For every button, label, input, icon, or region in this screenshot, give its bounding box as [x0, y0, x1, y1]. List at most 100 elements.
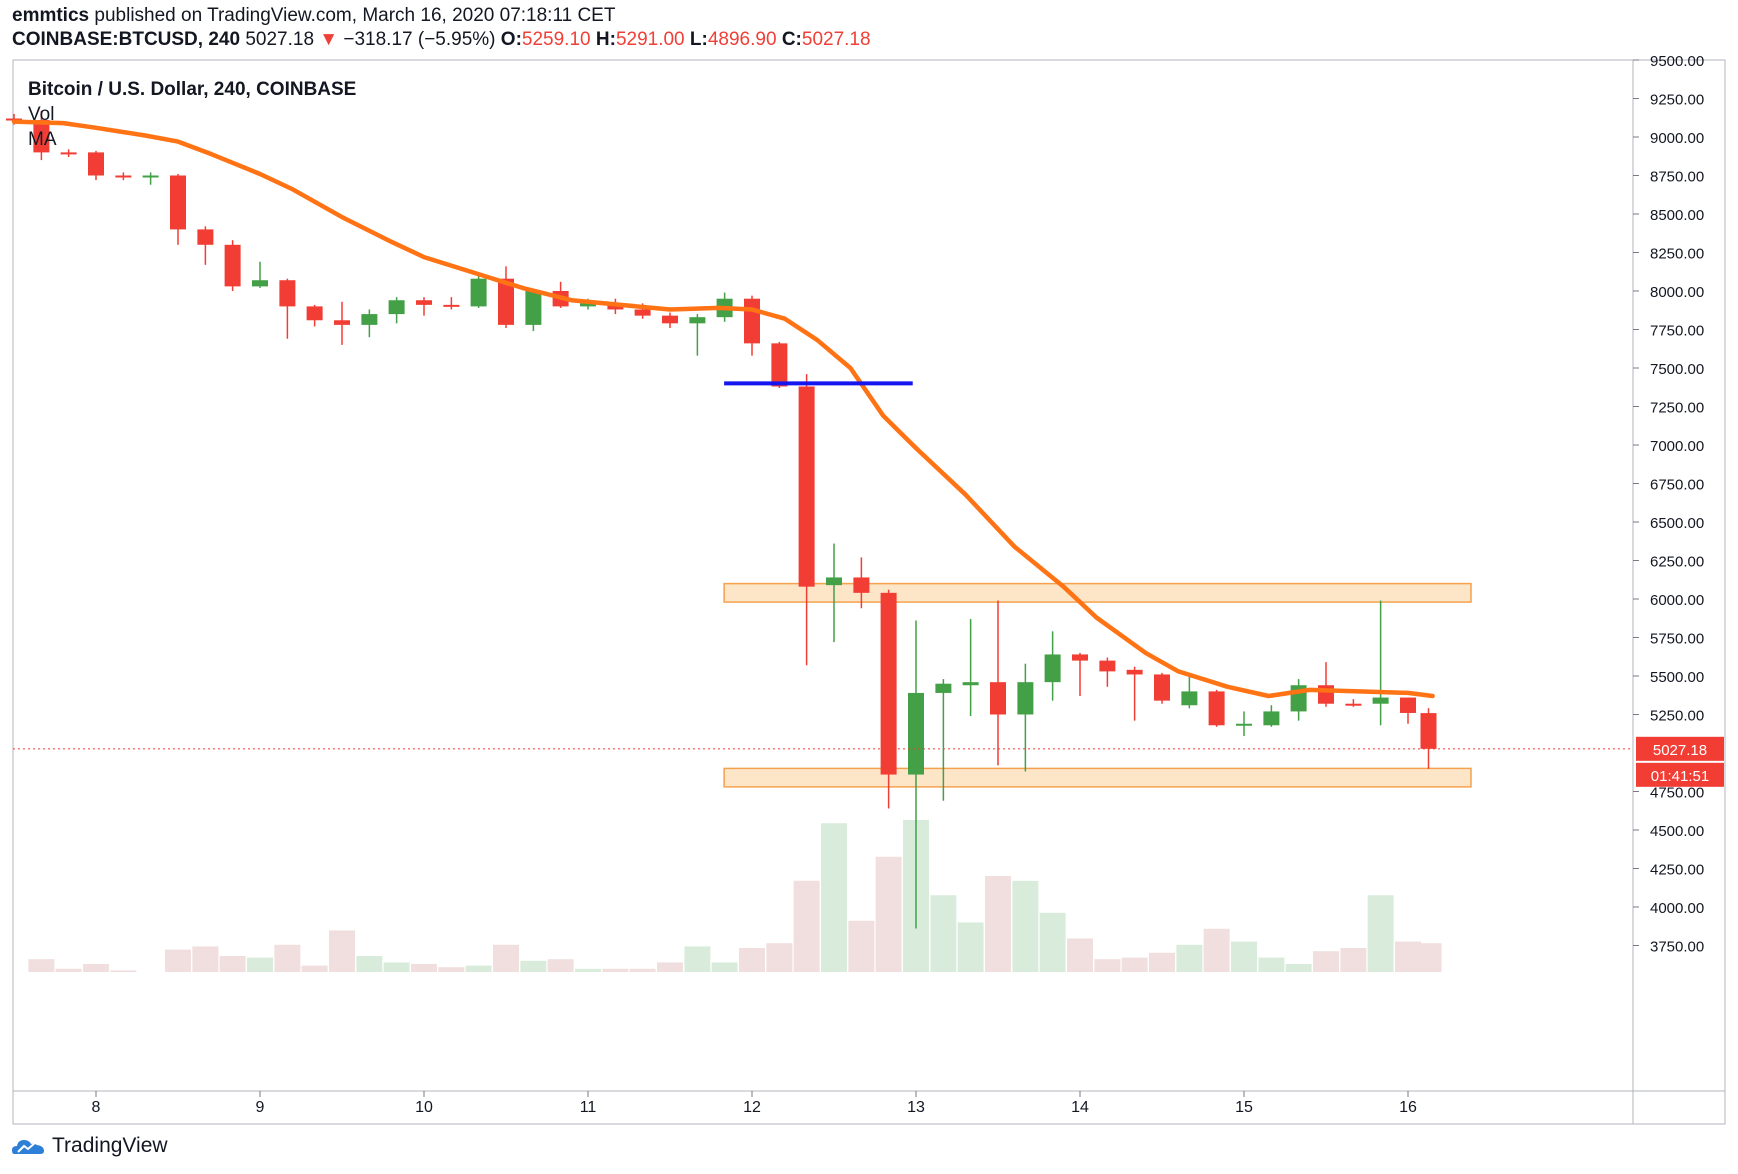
- candle[interactable]: [279, 278, 296, 339]
- candle-body: [1044, 654, 1061, 683]
- candle[interactable]: [170, 173, 186, 245]
- last-price-badge: [1636, 736, 1724, 761]
- candle[interactable]: [1236, 711, 1252, 737]
- price-axis[interactable]: 9500.00 9250.00 9000.00 8750.00 8500.00 8250.…: [1633, 53, 1704, 956]
- candle[interactable]: [1208, 689, 1225, 727]
- candle[interactable]: [1318, 662, 1334, 707]
- price-tick-label: 6500.00: [1650, 515, 1704, 532]
- symbol-label: COINBASE:BTCUSD, 240: [12, 29, 241, 50]
- candle[interactable]: [443, 297, 460, 310]
- candle[interactable]: [1017, 663, 1034, 772]
- candle[interactable]: [252, 261, 268, 288]
- candle[interactable]: [33, 110, 50, 161]
- candle[interactable]: [1072, 652, 1088, 697]
- candle[interactable]: [1290, 679, 1307, 721]
- candle[interactable]: [334, 301, 350, 345]
- legend-vol: Vol: [28, 104, 54, 125]
- price-tick-label: 4250.00: [1650, 862, 1704, 879]
- candle[interactable]: [416, 297, 432, 316]
- candle-body: [1400, 697, 1416, 713]
- footer-brand[interactable]: TradingView: [10, 1134, 168, 1158]
- low-value: 4896.90: [707, 29, 777, 50]
- candle[interactable]: [361, 309, 378, 338]
- candle[interactable]: [88, 150, 104, 181]
- candle[interactable]: [306, 304, 323, 327]
- candle[interactable]: [744, 295, 760, 356]
- price-tick-label: 4750.00: [1650, 785, 1704, 802]
- chart-frame: [12, 59, 1726, 1125]
- candle[interactable]: [798, 374, 815, 666]
- support-resistance-zone[interactable]: [723, 582, 1472, 603]
- publish-line: emmtics published on TradingView.com, Ma…: [12, 4, 871, 28]
- high-label: H:: [595, 29, 616, 50]
- volume-bar: [383, 962, 410, 972]
- candle[interactable]: [388, 297, 405, 324]
- candle[interactable]: [525, 289, 542, 332]
- volume-bar: [192, 946, 219, 972]
- candle-body: [798, 386, 815, 587]
- moving-average-line[interactable]: [11, 119, 1435, 699]
- chart-header: emmtics published on TradingView.com, Ma…: [12, 4, 871, 52]
- price-tick-label: 7000.00: [1650, 438, 1704, 455]
- price-tick-label: 8500.00: [1650, 207, 1704, 224]
- time-tick-label: 13: [907, 1099, 925, 1116]
- candle[interactable]: [224, 240, 241, 291]
- candle[interactable]: [470, 274, 487, 308]
- volume-bar: [575, 968, 601, 972]
- volume-bar: [247, 957, 273, 972]
- candle[interactable]: [115, 172, 132, 181]
- volume-bar: [274, 944, 301, 972]
- volume-bar: [1313, 951, 1339, 972]
- candle-body: [1263, 711, 1280, 726]
- candle[interactable]: [771, 341, 788, 389]
- volume-bar: [1340, 948, 1367, 972]
- candle-body: [1420, 713, 1437, 749]
- candle[interactable]: [197, 226, 214, 265]
- volume-bar: [411, 964, 437, 972]
- candle[interactable]: [60, 149, 77, 158]
- candle[interactable]: [142, 172, 159, 185]
- candle[interactable]: [990, 600, 1006, 766]
- candle[interactable]: [1126, 666, 1143, 721]
- candle[interactable]: [1400, 697, 1416, 724]
- candle[interactable]: [662, 312, 678, 328]
- candle-body: [962, 682, 979, 686]
- candle-body: [388, 300, 405, 315]
- candle[interactable]: [1154, 672, 1170, 704]
- countdown-label: 01:41:51: [1651, 768, 1709, 785]
- candle[interactable]: [498, 266, 514, 328]
- candle-body: [525, 291, 542, 325]
- candle[interactable]: [880, 589, 897, 809]
- candle[interactable]: [853, 557, 870, 609]
- volume-bar: [219, 956, 246, 972]
- volume-bar: [684, 946, 711, 972]
- candle[interactable]: [1181, 672, 1198, 709]
- candle[interactable]: [826, 543, 842, 643]
- candle[interactable]: [935, 679, 952, 801]
- open-label: O:: [500, 29, 522, 50]
- candle[interactable]: [1099, 657, 1116, 687]
- candle[interactable]: [962, 619, 979, 717]
- candle[interactable]: [1372, 600, 1389, 726]
- candle[interactable]: [1345, 699, 1362, 707]
- candle-body: [443, 304, 460, 307]
- candle[interactable]: [1044, 631, 1061, 701]
- ohlc-line: COINBASE:BTCUSD, 240 5027.18 ▼ −318.17 (…: [12, 28, 871, 52]
- candle[interactable]: [689, 314, 706, 356]
- candle[interactable]: [908, 620, 924, 929]
- candle[interactable]: [1263, 705, 1280, 727]
- support-resistance-zone[interactable]: [723, 767, 1472, 788]
- change-arrow-icon: ▼: [319, 29, 339, 50]
- volume-bar: [848, 920, 875, 972]
- price-tick-label: 9250.00: [1650, 92, 1704, 109]
- time-tick-label: 8: [92, 1099, 101, 1116]
- volume-bar: [547, 959, 574, 972]
- price-tick-label: 6000.00: [1650, 592, 1704, 609]
- author-name[interactable]: emmtics: [12, 5, 90, 26]
- candle[interactable]: [1420, 708, 1437, 769]
- volume-bar: [356, 956, 383, 972]
- volume-bar: [1285, 964, 1312, 972]
- price-tick-label: 8750.00: [1650, 169, 1704, 186]
- time-axis[interactable]: 8 9 10 11 12 13 14 15 16: [92, 1091, 1417, 1116]
